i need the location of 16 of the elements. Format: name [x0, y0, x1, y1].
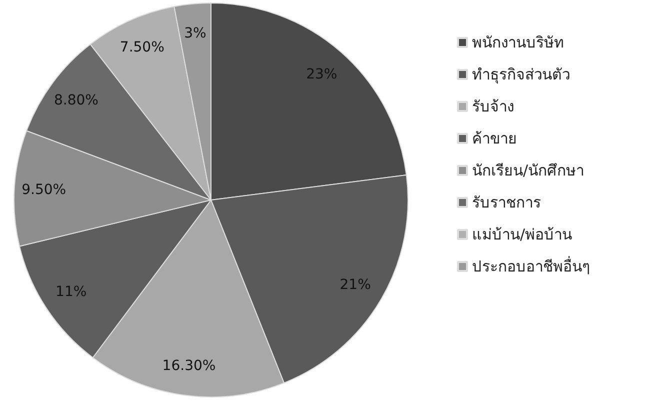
data-label: 23% — [306, 66, 338, 82]
legend-label: ค้าขาย — [472, 130, 517, 148]
data-label: 21% — [340, 276, 371, 293]
data-label: 7.50% — [120, 39, 164, 56]
data-label: 16.30% — [162, 358, 216, 374]
data-label: 8.80% — [54, 92, 98, 109]
legend-label: พนักงานบริษัท — [472, 34, 564, 52]
legend-label: รับราชการ — [472, 194, 541, 212]
legend-label: นักเรียน/นักศึกษา — [472, 162, 584, 180]
legend-label: รับจ้าง — [472, 98, 514, 116]
legend-label: ทำธุรกิจส่วนตัว — [472, 66, 570, 84]
legend-label: แม่บ้าน/พ่อบ้าน — [472, 226, 572, 244]
data-label: 3% — [184, 25, 206, 42]
data-label: 11% — [56, 284, 87, 300]
legend-label: ประกอบอาชีพอื่นๆ — [472, 256, 590, 276]
data-label: 9.50% — [22, 182, 66, 198]
